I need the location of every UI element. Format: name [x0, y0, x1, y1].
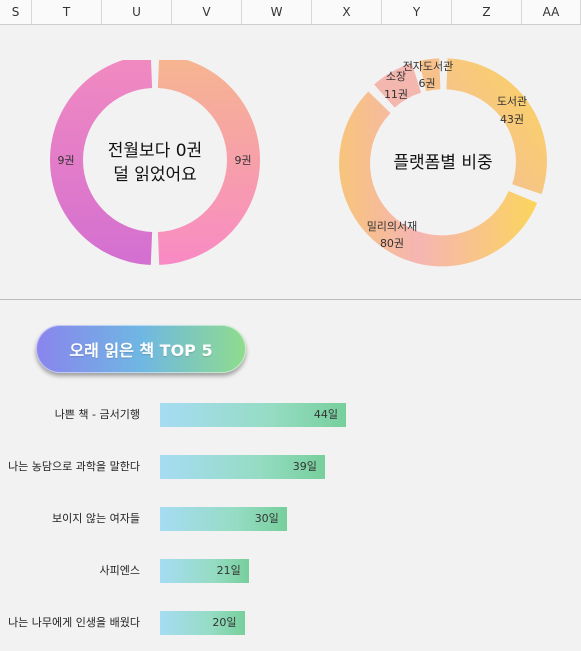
- slice-label-millie-count: 80권: [380, 237, 404, 250]
- top5-book-title: 나는 농담으로 과학을 말한다: [8, 460, 140, 473]
- reading-comparison-donut: 전월보다 0권 덜 읽었어요 9권 9권: [50, 60, 260, 265]
- column-header-z[interactable]: Z: [452, 0, 522, 24]
- top5-bar: 44일: [160, 403, 346, 427]
- column-header-x[interactable]: X: [312, 0, 382, 24]
- top5-book-title: 나쁜 책 - 금서기행: [54, 408, 140, 421]
- top5-title: 오래 읽은 책 TOP 5: [69, 341, 213, 360]
- left-donut-slice-right: [157, 60, 260, 265]
- top5-bar: 39일: [160, 455, 325, 479]
- left-donut-slice-label-right: 9권: [234, 154, 251, 167]
- column-header-aa[interactable]: AA: [522, 0, 581, 24]
- top5-bar-value: 44일: [313, 408, 338, 421]
- top5-title-badge: 오래 읽은 책 TOP 5: [36, 325, 246, 373]
- slice-label-owned-name: 소장: [386, 70, 406, 83]
- top5-bar: 21일: [160, 559, 249, 583]
- top5-bar: 30일: [160, 507, 287, 531]
- top5-row: 사피엔스 21일: [0, 559, 581, 583]
- slice-label-owned-count: 11권: [384, 88, 408, 101]
- slice-millie: [339, 91, 538, 267]
- left-donut-center-line2: 덜 읽었어요: [113, 165, 197, 185]
- top5-bar-value: 21일: [216, 564, 241, 577]
- top5-bar-value: 20일: [212, 616, 237, 629]
- slice-label-library-count: 43권: [500, 113, 524, 126]
- left-donut-center-line1: 전월보다 0권: [108, 141, 202, 161]
- left-donut-slice-left: [50, 60, 153, 265]
- top5-bar: 20일: [160, 611, 245, 635]
- top5-book-title: 보이지 않는 여자들: [52, 512, 140, 525]
- slice-label-ebook-library-count: 6권: [418, 77, 435, 90]
- column-header-row: S T U V W X Y Z AA: [0, 0, 581, 25]
- column-header-w[interactable]: W: [242, 0, 312, 24]
- top5-row: 나는 나무에게 인생을 배웠다 20일: [0, 611, 581, 635]
- slice-ebook-library: [418, 58, 441, 92]
- top5-row: 나쁜 책 - 금서기행 44일: [0, 403, 581, 427]
- column-header-u[interactable]: U: [102, 0, 172, 24]
- platform-share-donut: 플랫폼별 비중 도서관 43권 밀리의서재 80권 소장 11권 전자도서관 6…: [339, 58, 547, 267]
- top5-bar-value: 39일: [292, 460, 317, 473]
- column-header-v[interactable]: V: [172, 0, 242, 24]
- slice-label-millie-name: 밀리의서재: [367, 220, 418, 233]
- column-header-t[interactable]: T: [32, 0, 102, 24]
- column-header-y[interactable]: Y: [382, 0, 452, 24]
- slice-owned: [374, 63, 422, 108]
- top5-row: 보이지 않는 여자들 30일: [0, 507, 581, 531]
- slice-library: [446, 58, 547, 195]
- column-header-s[interactable]: S: [0, 0, 32, 24]
- top5-row: 나는 농담으로 과학을 말한다 39일: [0, 455, 581, 479]
- slice-label-ebook-library-name: 전자도서관: [403, 60, 454, 73]
- top5-book-title: 사피엔스: [99, 564, 140, 577]
- left-donut-slice-label-left: 9권: [57, 154, 74, 167]
- section-divider: [0, 299, 581, 300]
- top5-book-title: 나는 나무에게 인생을 배웠다: [8, 616, 140, 629]
- top5-bar-value: 30일: [254, 512, 279, 525]
- right-donut-center: 플랫폼별 비중: [393, 153, 492, 173]
- slice-label-library-name: 도서관: [497, 95, 527, 108]
